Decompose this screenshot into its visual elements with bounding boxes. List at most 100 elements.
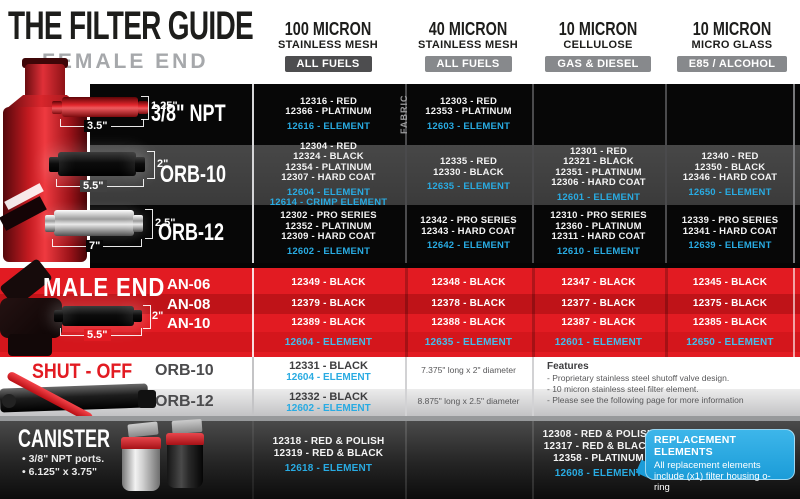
part-number: 12348 - BLACK bbox=[431, 277, 506, 288]
canister-photo-black bbox=[167, 445, 203, 488]
element-number: 12635 - ELEMENT bbox=[424, 337, 513, 348]
part-number: 12389 - BLACK bbox=[291, 317, 366, 328]
column-divider bbox=[405, 357, 407, 416]
table-cell: 12339 - PRO SERIES 12341 - HARD COAT 126… bbox=[665, 205, 795, 263]
column-divider bbox=[252, 357, 254, 416]
orb12-filter-photo bbox=[45, 215, 55, 232]
part-number: 12353 - PLATINUM bbox=[425, 106, 512, 118]
shutoff-valve-photo bbox=[2, 394, 16, 408]
column-divider bbox=[665, 84, 667, 263]
canister-bracket-photo bbox=[171, 418, 203, 435]
part-number: 12303 - RED bbox=[439, 95, 498, 107]
column-micron-label: 100 MICRON bbox=[284, 19, 372, 39]
row-label-npt: 3/8" NPT bbox=[151, 100, 226, 127]
element-number: 12604 - ELEMENT bbox=[284, 337, 373, 348]
replacement-elements-callout: REPLACEMENT ELEMENTS All replacement ele… bbox=[645, 429, 795, 493]
column-divider bbox=[665, 268, 668, 357]
row-label-orb12: ORB-12 bbox=[155, 393, 214, 410]
column-media-label: CELLULOSE bbox=[563, 39, 633, 51]
part-number: 12309 - HARD COAT bbox=[281, 231, 376, 242]
shutoff-section-title: SHUT - OFF bbox=[32, 360, 133, 383]
part-number: 12331 - BLACK bbox=[289, 360, 368, 372]
part-number: 12324 - BLACK bbox=[293, 151, 364, 162]
row-label-an06: AN-06 bbox=[167, 276, 211, 293]
section-divider bbox=[90, 263, 800, 268]
orb12-filter-photo bbox=[54, 210, 134, 236]
element-number: 12618 - ELEMENT bbox=[284, 462, 373, 474]
an-filter-photo bbox=[62, 306, 134, 326]
orb10-filter-photo bbox=[135, 157, 145, 172]
element-number: 12602 - ELEMENT bbox=[286, 403, 371, 414]
row-label-orb12: ORB-12 bbox=[158, 219, 225, 246]
part-number: 12318 - RED & POLISH bbox=[272, 435, 385, 447]
table-cell: 12302 - PRO SERIES 12352 - PLATINUM 1230… bbox=[252, 205, 405, 263]
part-number: 12358 - PLATINUM bbox=[553, 452, 644, 464]
canister-bullet: • 3/8" NPT ports. bbox=[22, 453, 105, 465]
size-note: 8.875" long x 2.5" diameter bbox=[417, 396, 520, 406]
element-number: 12635 - ELEMENT bbox=[426, 181, 511, 193]
element-number: 12601 - ELEMENT bbox=[556, 191, 641, 203]
an-fitting-photo bbox=[8, 334, 52, 356]
table-cell: 12301 - RED 12321 - BLACK 12351 - PLATIN… bbox=[532, 145, 665, 205]
part-number: 12321 - BLACK bbox=[563, 156, 634, 168]
part-number: 12306 - HARD COAT bbox=[551, 177, 646, 189]
element-number: 12616 - ELEMENT bbox=[286, 120, 371, 132]
part-number: 12317 - RED & BLACK bbox=[543, 440, 654, 452]
row-label-an10: AN-10 bbox=[167, 315, 211, 332]
canister-photo-silver bbox=[122, 449, 160, 491]
column-divider bbox=[793, 84, 795, 263]
table-cell: 12308 - RED & POLISH 12317 - RED & BLACK… bbox=[532, 424, 665, 484]
shutoff-valve-photo bbox=[138, 390, 156, 408]
part-number: 12307 - HARD COAT bbox=[281, 172, 376, 183]
table-cell: 12316 - RED 12366 - PLATINUM 12616 - ELE… bbox=[252, 84, 405, 145]
column-divider bbox=[532, 84, 534, 263]
part-number: 12375 - BLACK bbox=[692, 298, 768, 309]
row-orb12 bbox=[90, 205, 800, 263]
part-number: 12304 - RED bbox=[299, 140, 358, 152]
dimension-label: 5.5" bbox=[84, 329, 111, 341]
part-number: 12388 - BLACK bbox=[431, 317, 506, 328]
an-filter-photo bbox=[54, 310, 63, 322]
npt-filter-photo bbox=[52, 101, 62, 114]
npt-filter-photo bbox=[62, 97, 138, 117]
part-number: 12340 - RED bbox=[701, 151, 759, 162]
column-micron-label: 40 MICRON bbox=[428, 19, 508, 39]
dimension-label: 2" bbox=[152, 310, 164, 322]
column-micron-label: 10 MICRON bbox=[692, 19, 772, 39]
dimension-label: 7" bbox=[86, 240, 104, 252]
canister-bullet: • 6.125" x 3.75" bbox=[22, 466, 97, 478]
column-divider bbox=[252, 268, 254, 357]
row-npt bbox=[90, 84, 800, 145]
callout-title: REPLACEMENT ELEMENTS bbox=[654, 434, 737, 458]
column-divider bbox=[532, 421, 534, 499]
part-number: 12339 - PRO SERIES bbox=[681, 215, 779, 227]
size-note: 7.375" long x 2" diameter bbox=[421, 365, 516, 375]
column-header-10-micron-micro-glass: 10 MICRON MICRO GLASS E85 / ALCOHOL bbox=[652, 20, 800, 72]
column-header-40-micron: 40 MICRON STAINLESS MESH ALL FUELS bbox=[388, 20, 548, 72]
dimension-line bbox=[147, 151, 155, 179]
column-divider bbox=[532, 268, 535, 357]
element-number: 12608 - ELEMENT bbox=[554, 467, 643, 479]
part-number: 12332 - BLACK bbox=[289, 391, 368, 403]
part-number: 12354 - PLATINUM bbox=[285, 161, 372, 173]
column-header-10-micron-cellulose: 10 MICRON CELLULOSE GAS & DIESEL bbox=[518, 20, 678, 72]
canister-section-title: CANISTER bbox=[18, 425, 111, 453]
part-number: 12343 - HARD COAT bbox=[421, 225, 516, 237]
table-cell: 12310 - PRO SERIES 12360 - PLATINUM 1231… bbox=[532, 205, 665, 263]
table-cell: 12304 - RED 12324 - BLACK 12354 - PLATIN… bbox=[252, 140, 405, 208]
column-divider bbox=[532, 357, 534, 416]
orb12-filter-photo bbox=[133, 215, 143, 232]
part-number: 12335 - RED bbox=[439, 156, 498, 168]
features-list: Features - Proprietary stainless steel s… bbox=[547, 360, 787, 406]
column-divider bbox=[405, 268, 408, 357]
dimension-label: 1.25" bbox=[151, 100, 178, 112]
part-number: 12310 - PRO SERIES bbox=[550, 210, 647, 221]
dimension-label: 2.5" bbox=[155, 217, 176, 229]
part-number: 12377 - BLACK bbox=[561, 298, 636, 309]
orb10-filter-photo bbox=[58, 152, 136, 176]
table-cell: 12318 - RED & POLISH 12319 - RED & BLACK… bbox=[252, 426, 405, 484]
callout-body: All replacement elements include (x1) fi… bbox=[654, 460, 771, 493]
table-cell: 12335 - RED 12330 - BLACK 12635 - ELEMEN… bbox=[405, 145, 532, 205]
element-number: 12602 - ELEMENT bbox=[286, 245, 371, 257]
